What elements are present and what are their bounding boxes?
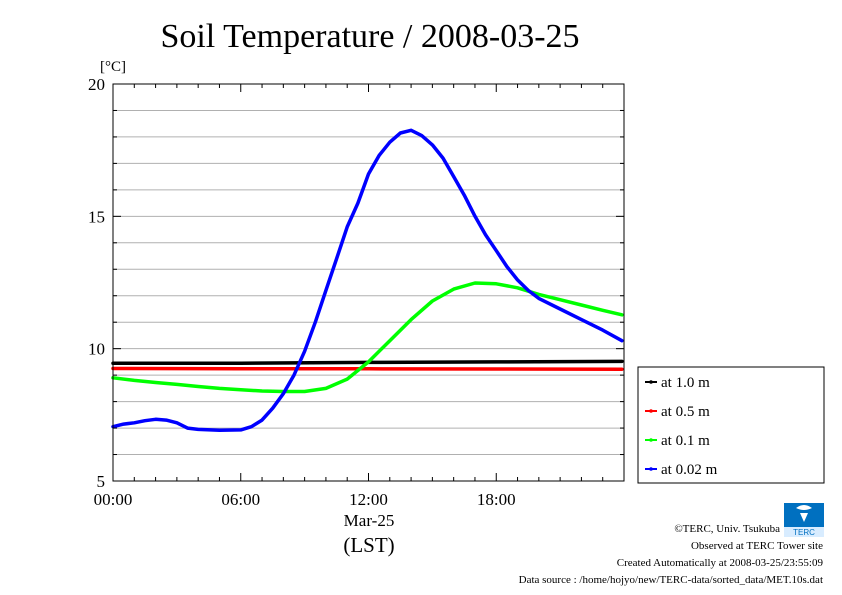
legend-marker [649, 380, 653, 384]
legend-label: at 1.0 m [661, 375, 710, 391]
legend: at 1.0 m at 0.5 m at 0.1 m at 0.02 m [637, 366, 825, 484]
logo-mark-icon [796, 505, 812, 522]
x-axis-label: (LST) [343, 533, 394, 557]
legend-box [637, 366, 825, 484]
footer-copyright: ©TERC, Univ. Tsukuba [674, 523, 780, 535]
y-tick-label: 10 [88, 340, 105, 359]
y-tick-label: 15 [88, 207, 105, 226]
x-tick-label: 00:00 [94, 490, 133, 509]
y-axis-label: [°C] [100, 59, 126, 75]
footer-created: Created Automatically at 2008-03-25/23:5… [617, 557, 824, 569]
legend-label: at 0.1 m [661, 433, 710, 449]
legend-label: at 0.5 m [661, 404, 710, 420]
footer: ©TERC, Univ. Tsukuba Observed at TERC To… [519, 523, 824, 586]
footer-observed: Observed at TERC Tower site [691, 540, 823, 552]
footer-source: Data source : /home/hojyo/new/TERC-data/… [519, 574, 823, 586]
series-lines [111, 128, 624, 432]
series-line-at-0-5-m [111, 366, 624, 372]
chart-title: Soil Temperature / 2008-03-25 [160, 18, 579, 55]
series-line-at-0-1-m [111, 281, 624, 394]
legend-marker [649, 467, 653, 471]
legend-label: at 0.02 m [661, 462, 718, 478]
x-tick-label: 12:00 [349, 490, 388, 509]
terc-logo: TERC [784, 503, 824, 537]
logo-text: TERC [793, 528, 815, 537]
logo-band [784, 527, 824, 537]
plot-frame [112, 83, 625, 482]
y-tick-label: 20 [88, 75, 105, 94]
legend-marker [649, 409, 653, 413]
axis-ticks: 5 10 15 20 00:00 06:00 12:00 18:00 [88, 75, 624, 509]
x-axis-date-label: Mar-25 [344, 511, 395, 530]
series-line-at-0-02-m [111, 128, 624, 432]
y-tick-label: 5 [97, 472, 106, 491]
grid-lines [113, 109, 624, 456]
x-tick-label: 18:00 [477, 490, 516, 509]
x-tick-label: 06:00 [221, 490, 260, 509]
legend-marker [649, 438, 653, 442]
